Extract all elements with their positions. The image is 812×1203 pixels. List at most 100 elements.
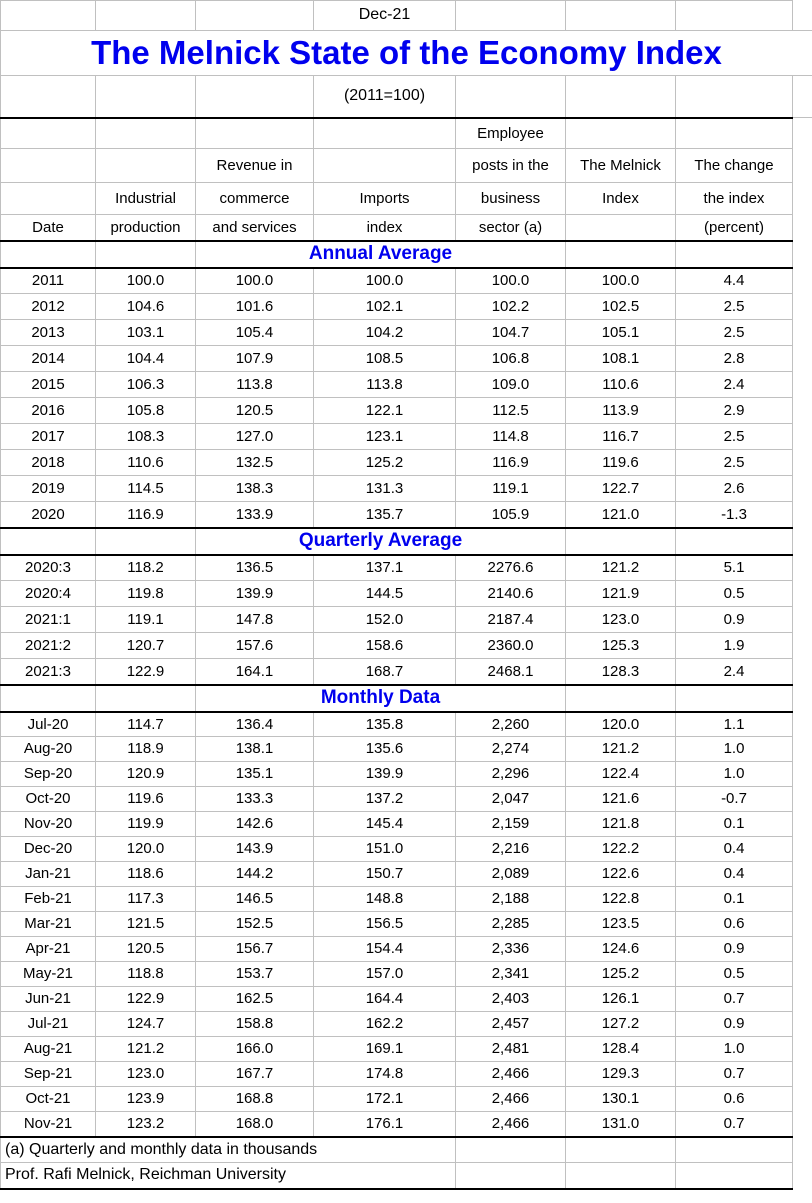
- data-cell: 0.9: [675, 606, 793, 633]
- data-cell: 2,285: [455, 911, 566, 937]
- data-cell: 123.5: [565, 911, 676, 937]
- data-cell: 139.9: [195, 580, 314, 607]
- data-cell: 144.2: [195, 861, 314, 887]
- cell: [675, 1135, 793, 1163]
- column-header: [675, 117, 793, 149]
- date-cell: Oct-20: [0, 786, 96, 812]
- column-header: [0, 117, 96, 149]
- date-cell: 2015: [0, 371, 96, 398]
- data-cell: 2.5: [675, 319, 793, 346]
- page-title: The Melnick State of the Economy Index: [0, 30, 812, 76]
- credit: Prof. Rafi Melnick, Reichman University: [0, 1162, 456, 1190]
- base-note: (2011=100): [313, 75, 456, 119]
- data-cell: 112.5: [455, 397, 566, 424]
- cell: [792, 117, 812, 149]
- cell: [792, 475, 812, 502]
- table-row: 2018 110.6 132.5 125.2 116.9 119.6 2.5: [0, 449, 812, 476]
- data-cell: 164.1: [195, 658, 314, 685]
- data-cell: 135.6: [313, 736, 456, 762]
- section-header-row: Monthly Data: [0, 683, 812, 713]
- data-cell: 101.6: [195, 293, 314, 320]
- data-cell: 0.6: [675, 911, 793, 937]
- data-cell: 0.5: [675, 961, 793, 987]
- data-cell: 103.1: [95, 319, 196, 346]
- data-cell: 2,047: [455, 786, 566, 812]
- data-cell: 116.9: [455, 449, 566, 476]
- data-cell: 0.1: [675, 886, 793, 912]
- column-header: [0, 148, 96, 183]
- data-cell: 104.6: [95, 293, 196, 320]
- section-title: Annual Average: [195, 239, 566, 269]
- data-cell: 122.4: [565, 761, 676, 787]
- table-row: Oct-20 119.6 133.3 137.2 2,047 121.6 -0.7: [0, 786, 812, 812]
- table-row: Jul-20 114.7 136.4 135.8 2,260 120.0 1.1: [0, 711, 812, 737]
- data-cell: 119.1: [95, 606, 196, 633]
- table-row: 2012 104.6 101.6 102.1 102.2 102.5 2.5: [0, 293, 812, 320]
- data-cell: 100.0: [95, 267, 196, 294]
- data-cell: 0.5: [675, 580, 793, 607]
- column-header: and services: [195, 214, 314, 242]
- data-cell: 119.6: [95, 786, 196, 812]
- date-cell: 2012: [0, 293, 96, 320]
- data-cell: 119.1: [455, 475, 566, 502]
- data-cell: 124.7: [95, 1011, 196, 1037]
- data-cell: 116.9: [95, 501, 196, 528]
- table-row: 2021:2 120.7 157.6 158.6 2360.0 125.3 1.9: [0, 632, 812, 659]
- cell: [792, 961, 812, 987]
- column-header: the index: [675, 182, 793, 215]
- table-row: 2015 106.3 113.8 113.8 109.0 110.6 2.4: [0, 371, 812, 398]
- data-cell: 121.5: [95, 911, 196, 937]
- data-cell: 2,457: [455, 1011, 566, 1037]
- data-cell: 119.9: [95, 811, 196, 837]
- table-row: Jun-21 122.9 162.5 164.4 2,403 126.1 0.7: [0, 986, 812, 1012]
- cell: [95, 526, 196, 556]
- cell: [95, 683, 196, 713]
- column-header: [313, 148, 456, 183]
- data-cell: 131.3: [313, 475, 456, 502]
- cell: [792, 1036, 812, 1062]
- cell: [792, 423, 812, 450]
- data-cell: 2,336: [455, 936, 566, 962]
- footnote: (a) Quarterly and monthly data in thousa…: [0, 1135, 456, 1163]
- table-row: Feb-21 117.3 146.5 148.8 2,188 122.8 0.1: [0, 886, 812, 912]
- column-header-row: Revenue in posts in the The Melnick The cha…: [0, 148, 812, 183]
- table-row: 2017 108.3 127.0 123.1 114.8 116.7 2.5: [0, 423, 812, 450]
- cell: [792, 75, 812, 118]
- cell: [792, 240, 812, 268]
- data-cell: 120.0: [565, 711, 676, 737]
- data-cell: 2468.1: [455, 658, 566, 685]
- report-date: Dec-21: [313, 0, 456, 31]
- table-row: Sep-20 120.9 135.1 139.9 2,296 122.4 1.0: [0, 761, 812, 787]
- data-cell: 168.8: [195, 1086, 314, 1112]
- date-cell: Jun-21: [0, 986, 96, 1012]
- date-cell: Nov-21: [0, 1111, 96, 1137]
- cell: [455, 1162, 566, 1190]
- data-cell: 100.0: [455, 267, 566, 294]
- cell: [792, 911, 812, 937]
- data-cell: 0.9: [675, 936, 793, 962]
- data-cell: 104.7: [455, 319, 566, 346]
- cell: [792, 1011, 812, 1037]
- data-cell: 100.0: [313, 267, 456, 294]
- data-cell: 106.8: [455, 345, 566, 372]
- date-cell: 2021:3: [0, 658, 96, 685]
- cell: [792, 554, 812, 581]
- data-cell: 142.6: [195, 811, 314, 837]
- data-cell: 2,188: [455, 886, 566, 912]
- data-cell: 105.1: [565, 319, 676, 346]
- cell: [195, 75, 314, 119]
- data-cell: 107.9: [195, 345, 314, 372]
- data-cell: 1.0: [675, 1036, 793, 1062]
- data-cell: 108.3: [95, 423, 196, 450]
- date-cell: Aug-21: [0, 1036, 96, 1062]
- data-cell: 129.3: [565, 1061, 676, 1087]
- data-cell: 108.1: [565, 345, 676, 372]
- column-header-row: Employee: [0, 117, 812, 149]
- column-header: [95, 117, 196, 149]
- data-cell: 110.6: [95, 449, 196, 476]
- data-cell: 162.5: [195, 986, 314, 1012]
- report-date-row: Dec-21: [0, 0, 812, 31]
- cell: [675, 1162, 793, 1190]
- column-header: [95, 148, 196, 183]
- data-cell: 157.0: [313, 961, 456, 987]
